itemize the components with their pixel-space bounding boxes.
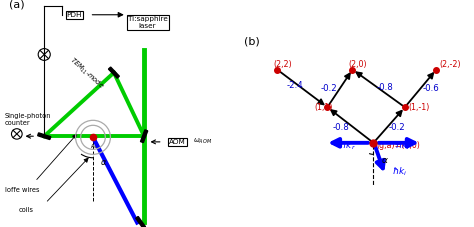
- Text: (b): (b): [244, 36, 259, 46]
- Text: $\alpha$: $\alpha$: [381, 156, 389, 165]
- Text: $-\hbar k_r$: $-\hbar k_r$: [332, 139, 356, 152]
- Text: -2.4: -2.4: [286, 81, 303, 89]
- Text: -0.8: -0.8: [333, 123, 349, 132]
- Text: $\omega_{AOM}$: $\omega_{AOM}$: [193, 137, 212, 146]
- Polygon shape: [38, 133, 51, 140]
- Text: (a): (a): [9, 0, 25, 10]
- Text: AOM: AOM: [169, 139, 186, 145]
- Text: (g,a)=(0,0): (g,a)=(0,0): [377, 141, 420, 150]
- Text: -0.2: -0.2: [388, 123, 405, 132]
- Text: (1,-1): (1,-1): [408, 103, 429, 112]
- Text: (2,2): (2,2): [273, 60, 292, 69]
- Polygon shape: [140, 130, 148, 143]
- Text: -0.6: -0.6: [423, 84, 439, 93]
- Text: $\hbar k_i$: $\hbar k_i$: [392, 165, 408, 178]
- Polygon shape: [109, 67, 119, 78]
- Text: Ti:sapphire
laser: Ti:sapphire laser: [128, 16, 167, 29]
- Text: PDH: PDH: [67, 12, 82, 18]
- Text: $\hbar k_r$: $\hbar k_r$: [394, 139, 411, 152]
- Text: -0.8: -0.8: [376, 83, 393, 92]
- Text: (1,1): (1,1): [315, 103, 333, 112]
- Text: Ioffe wires: Ioffe wires: [5, 187, 39, 192]
- Text: (2,-2): (2,-2): [440, 60, 461, 69]
- Text: $k_s$: $k_s$: [90, 142, 98, 151]
- Text: Single-photon
counter: Single-photon counter: [5, 113, 51, 126]
- Text: (2,0): (2,0): [348, 60, 367, 69]
- Text: coils: coils: [18, 207, 34, 213]
- Text: $\alpha$: $\alpha$: [100, 158, 107, 167]
- Text: -0.2: -0.2: [321, 84, 338, 93]
- Polygon shape: [136, 217, 146, 227]
- Text: $TEM_{11}$-mode: $TEM_{11}$-mode: [67, 55, 105, 91]
